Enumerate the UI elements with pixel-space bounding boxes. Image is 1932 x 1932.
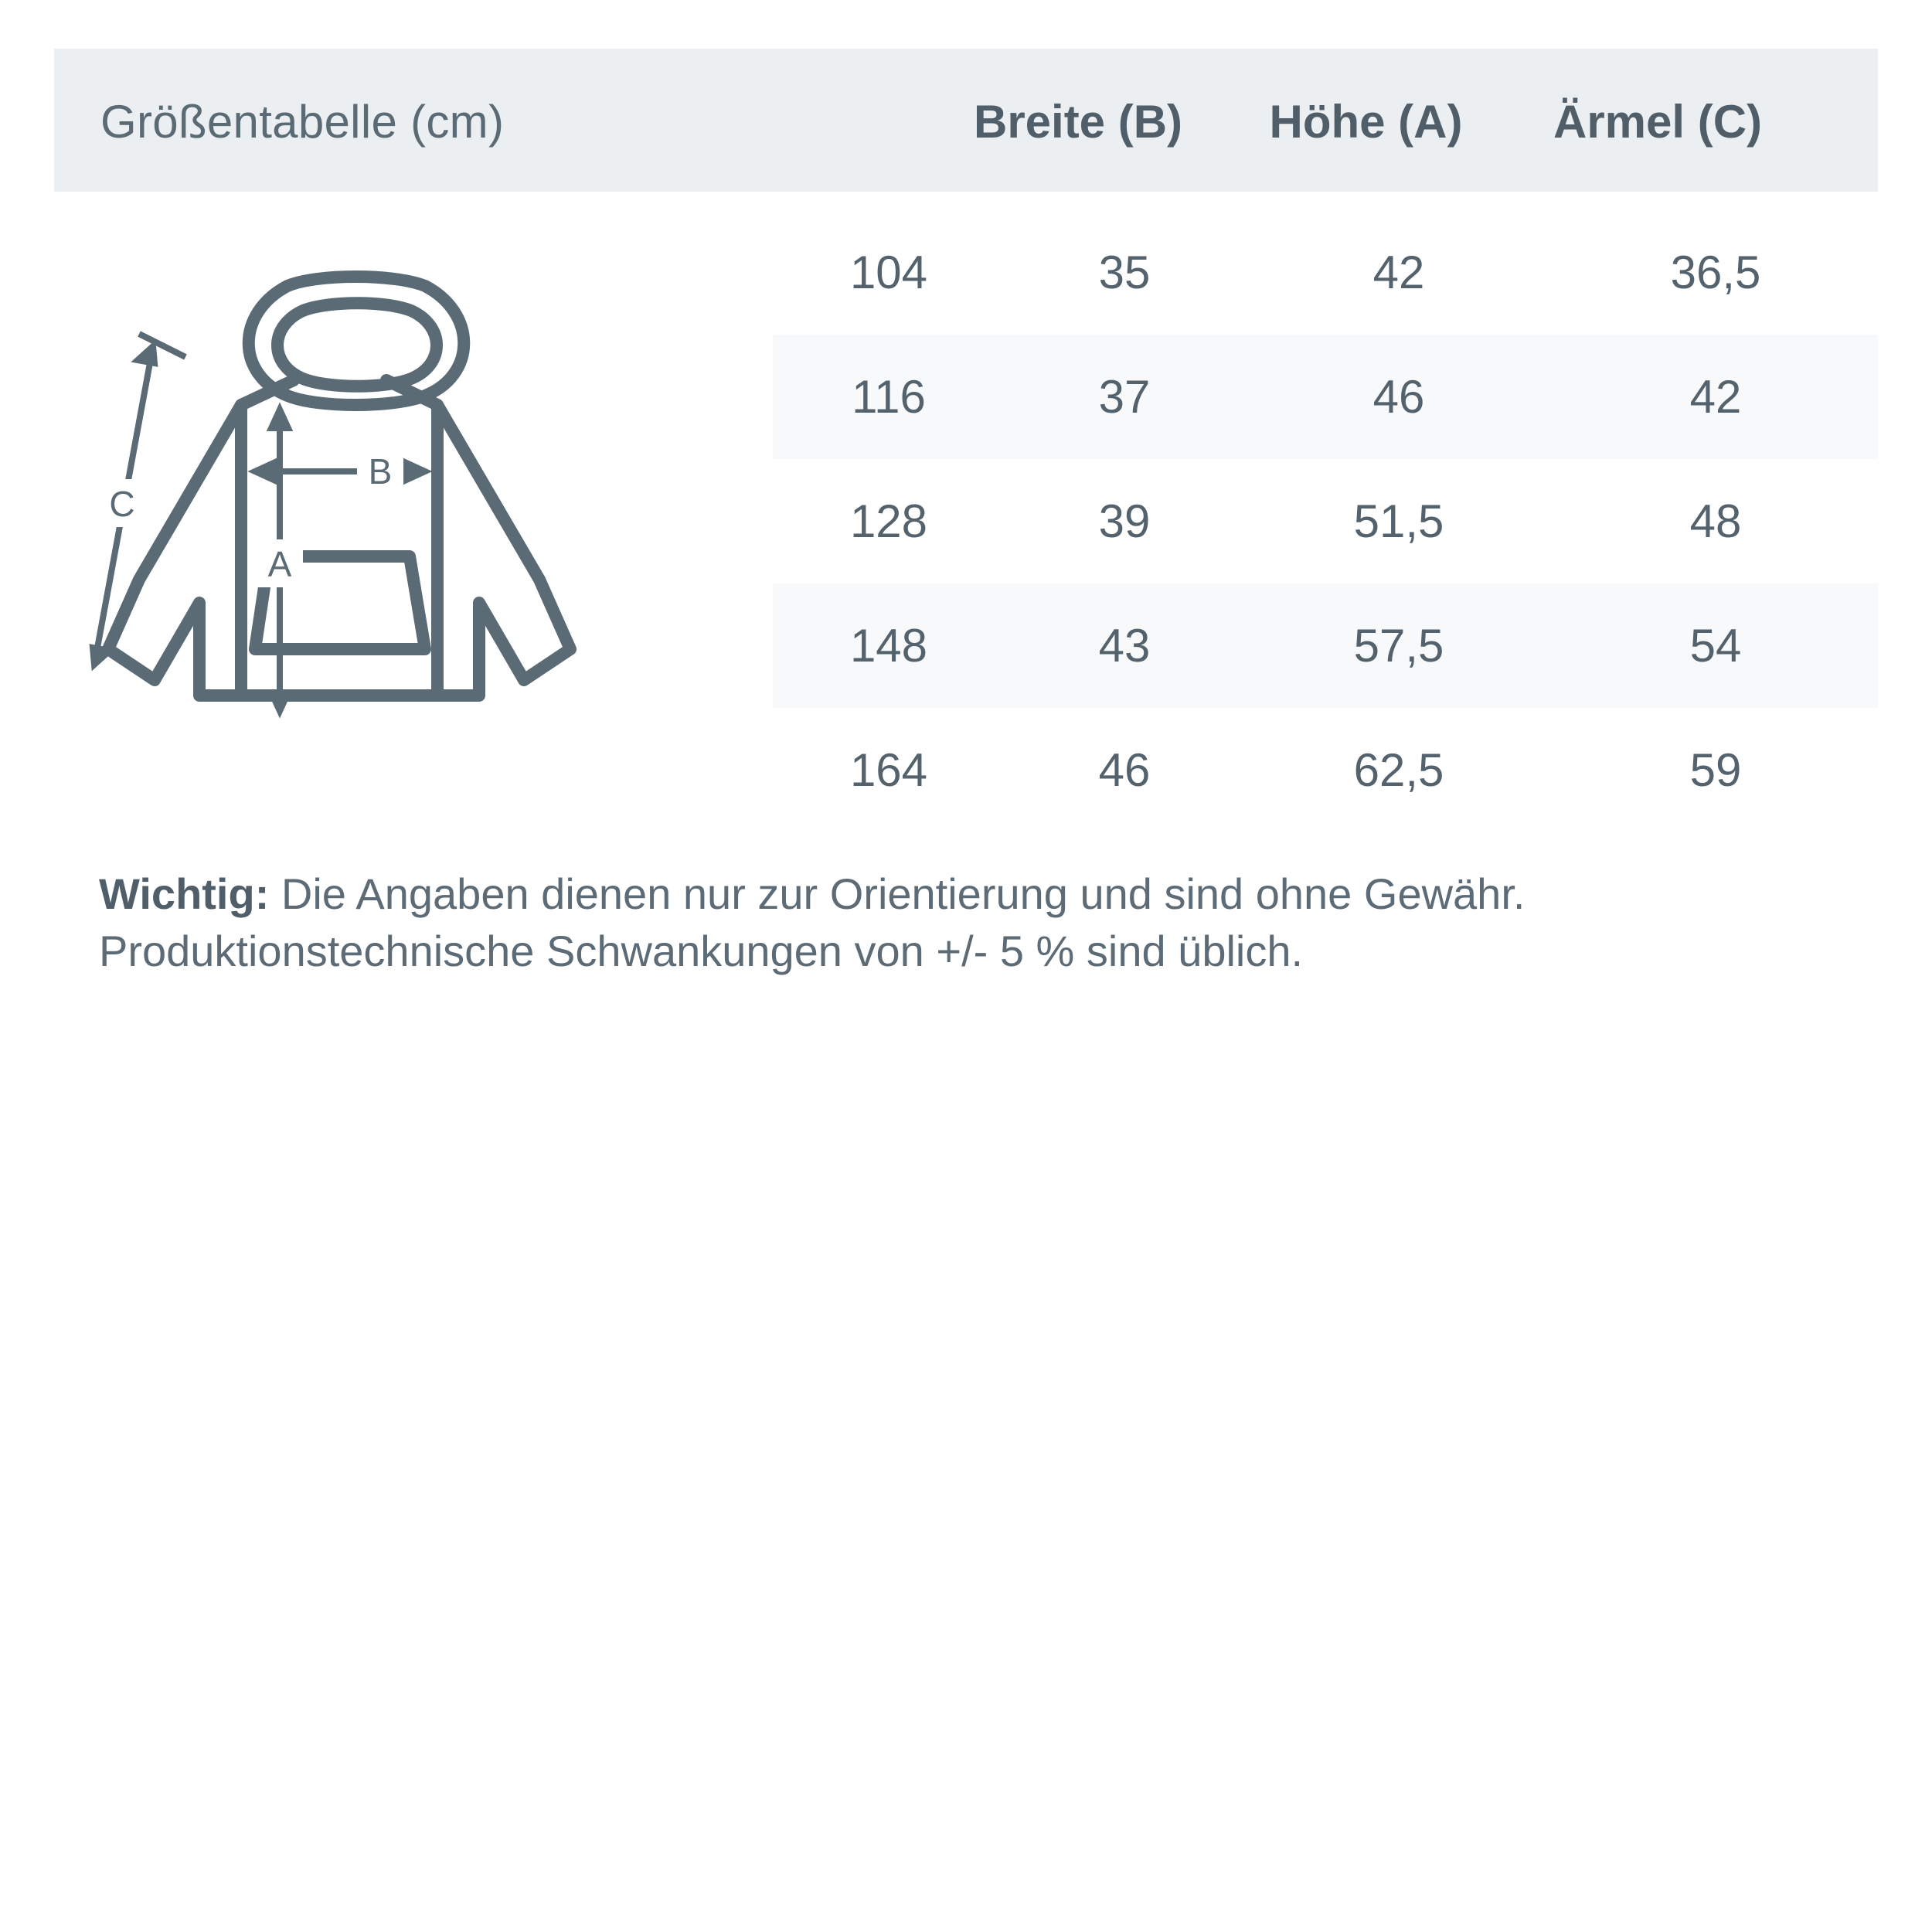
cell-hoehe: 51,5: [1353, 495, 1444, 547]
cell-aermel: 36,5: [1670, 247, 1761, 298]
cell-aermel: 59: [1689, 744, 1742, 796]
cell-hoehe: 57,5: [1353, 620, 1444, 672]
cell-breite: 37: [1098, 371, 1151, 423]
column-header-breite: Breite (B): [973, 96, 1183, 148]
table-row: 116 37 46 42: [773, 335, 1878, 459]
cell-size: 148: [849, 620, 928, 672]
disclaimer-lead: Wichtig:: [99, 869, 270, 918]
disclaimer-note: Wichtig: Die Angaben dienen nur zur Orie…: [99, 866, 1853, 981]
table-row: 164 46 62,5 59: [773, 708, 1878, 832]
cell-hoehe: 62,5: [1353, 744, 1444, 796]
table-row: 148 43 57,5 54: [773, 583, 1878, 708]
svg-text:C: C: [109, 484, 134, 524]
disclaimer-line2: Produktionstechnische Schwankungen von +…: [99, 927, 1304, 976]
cell-size: 104: [849, 247, 928, 298]
size-table: 104 35 42 36,5 116 37 46 42 128 39 51,5 …: [773, 210, 1878, 832]
svg-text:B: B: [369, 451, 393, 492]
cell-size: 128: [849, 495, 928, 547]
cell-breite: 46: [1098, 744, 1151, 796]
cell-hoehe: 46: [1372, 371, 1425, 423]
page-title: Größentabelle (cm): [100, 96, 505, 148]
svg-text:A: A: [268, 544, 292, 584]
cell-breite: 43: [1098, 620, 1151, 672]
cell-size: 116: [852, 371, 926, 423]
cell-hoehe: 42: [1372, 247, 1425, 298]
cell-size: 164: [849, 744, 928, 796]
disclaimer-line1: Die Angaben dienen nur zur Orientierung …: [269, 869, 1526, 918]
table-row: 104 35 42 36,5: [773, 210, 1878, 335]
table-row: 128 39 51,5 48: [773, 459, 1878, 583]
cell-breite: 35: [1098, 247, 1151, 298]
column-header-hoehe: Höhe (A): [1269, 96, 1463, 148]
hoodie-measurement-diagram: B A C: [62, 216, 757, 827]
cell-aermel: 54: [1689, 620, 1742, 672]
column-header-aermel: Ärmel (C): [1553, 96, 1763, 148]
cell-aermel: 42: [1689, 371, 1742, 423]
cell-aermel: 48: [1689, 495, 1742, 547]
cell-breite: 39: [1098, 495, 1151, 547]
header-band: [54, 49, 1878, 192]
